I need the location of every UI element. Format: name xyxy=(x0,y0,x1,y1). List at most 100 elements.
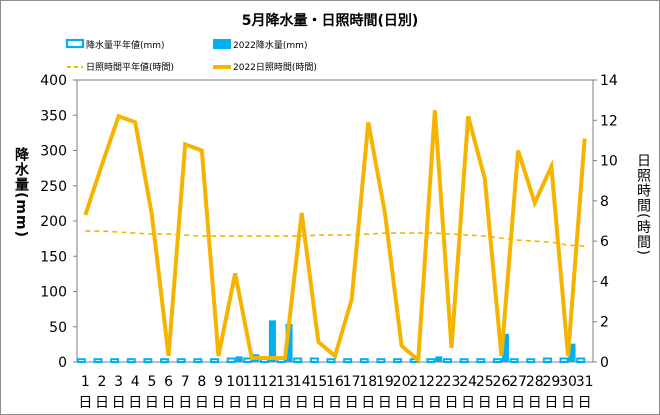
bar-normal-precip xyxy=(326,358,336,363)
bar-2022-precip xyxy=(268,320,276,362)
legend-label-2022-sunshine: 2022日照時間(時間) xyxy=(233,62,317,73)
x-tick-label: 3 xyxy=(114,374,123,390)
x-tick-label: 24 xyxy=(459,374,477,390)
x-tick-label: 6 xyxy=(164,374,173,390)
x-tick-sublabel: 日 xyxy=(578,395,592,411)
x-tick-label: 8 xyxy=(197,374,206,390)
bar-normal-precip xyxy=(492,358,502,363)
legend-label-2022-precip: 2022降水量(mm) xyxy=(233,39,307,51)
bar-normal-precip xyxy=(110,358,120,363)
y-tick-label-right: 8 xyxy=(600,194,609,210)
x-tick-label: 11 xyxy=(243,374,261,390)
x-tick-sublabel: 日 xyxy=(544,395,558,411)
x-tick-label: 26 xyxy=(493,374,511,390)
x-tick-label: 15 xyxy=(309,374,327,390)
x-tick-sublabel: 日 xyxy=(328,395,342,411)
x-tick-sublabel: 日 xyxy=(478,395,492,411)
bar-normal-precip xyxy=(443,358,453,363)
x-tick-sublabel: 日 xyxy=(395,395,409,411)
bar-normal-precip xyxy=(426,358,436,363)
legend-swatch-2022-precip xyxy=(213,39,231,49)
x-tick-sublabel: 日 xyxy=(128,395,142,411)
y-tick-label-left: 350 xyxy=(40,108,67,124)
x-tick-sublabel: 日 xyxy=(145,395,159,411)
bar-normal-precip xyxy=(559,357,569,364)
x-tick-sublabel: 日 xyxy=(195,395,209,411)
x-tick-label: 17 xyxy=(343,374,361,390)
x-tick-label: 16 xyxy=(326,374,344,390)
x-tick-sublabel: 日 xyxy=(345,395,359,411)
y-tick-label-left: 300 xyxy=(40,144,67,160)
bar-2022-precip xyxy=(568,343,576,362)
x-tick-label: 18 xyxy=(359,374,377,390)
x-tick-label: 20 xyxy=(393,374,411,390)
y-tick-label-right: 14 xyxy=(600,73,618,89)
bar-2022-precip xyxy=(285,323,293,362)
x-tick-label: 25 xyxy=(476,374,494,390)
bar-2022-precip xyxy=(501,333,509,362)
bar-normal-precip xyxy=(376,358,386,363)
x-tick-label: 23 xyxy=(443,374,461,390)
x-tick-label: 2 xyxy=(98,374,107,390)
x-tick-sublabel: 日 xyxy=(178,395,192,411)
bar-normal-precip xyxy=(459,358,469,363)
bar-normal-precip xyxy=(193,358,203,363)
x-tick-sublabel: 日 xyxy=(378,395,392,411)
x-tick-sublabel: 日 xyxy=(228,395,242,411)
y-tick-label-left: 250 xyxy=(40,179,67,195)
bar-normal-precip xyxy=(542,357,552,364)
x-tick-label: 12 xyxy=(260,374,278,390)
x-tick-label: 10 xyxy=(226,374,244,390)
x-tick-label: 4 xyxy=(131,374,140,390)
bar-normal-precip xyxy=(76,358,86,363)
y-tick-label-right: 2 xyxy=(600,315,609,331)
x-tick-label: 21 xyxy=(409,374,427,390)
x-tick-sublabel: 日 xyxy=(95,395,109,411)
y-tick-label-right: 0 xyxy=(600,355,609,371)
line-2022-sunshine xyxy=(83,110,587,365)
x-tick-sublabel: 日 xyxy=(78,395,92,411)
x-tick-label: 7 xyxy=(181,374,190,390)
bar-normal-precip xyxy=(393,358,403,363)
legend-swatch-normal-precip xyxy=(65,38,85,49)
x-tick-sublabel: 日 xyxy=(528,395,542,411)
x-tick-label: 31 xyxy=(576,374,594,390)
x-tick-label: 30 xyxy=(559,374,577,390)
bar-normal-precip xyxy=(509,358,519,363)
x-tick-sublabel: 日 xyxy=(245,395,259,411)
x-tick-sublabel: 日 xyxy=(278,395,292,411)
bar-2022-precip xyxy=(435,356,443,362)
bar-normal-precip xyxy=(176,358,186,363)
x-tick-sublabel: 日 xyxy=(428,395,442,411)
x-tick-sublabel: 日 xyxy=(211,395,225,411)
bar-normal-precip xyxy=(209,358,219,363)
bar-normal-precip xyxy=(143,358,153,363)
x-tick-sublabel: 日 xyxy=(311,395,325,411)
x-tick-sublabel: 日 xyxy=(112,395,126,411)
y-tick-label-right: 6 xyxy=(600,234,609,250)
x-tick-sublabel: 日 xyxy=(361,395,375,411)
bar-normal-precip xyxy=(359,358,369,363)
bar-normal-precip xyxy=(226,357,236,364)
chart-title: 5月降水量・日照時間(日別) xyxy=(242,12,419,29)
x-tick-sublabel: 日 xyxy=(445,395,459,411)
x-tick-sublabel: 日 xyxy=(461,395,475,411)
x-tick-label: 13 xyxy=(276,374,294,390)
y-axis-label-left: 降水量(mm) xyxy=(13,147,29,238)
legend-label-normal-precip: 降水量平年値(mm) xyxy=(86,39,165,51)
y-tick-label-left: 50 xyxy=(49,320,67,336)
x-tick-label: 28 xyxy=(526,374,544,390)
line-normal-sunshine xyxy=(85,230,585,247)
y-tick-label-left: 100 xyxy=(40,285,67,301)
x-tick-label: 22 xyxy=(426,374,444,390)
bar-normal-precip xyxy=(343,358,353,363)
x-tick-sublabel: 日 xyxy=(561,395,575,411)
y-axis-label-right: 日照時間(時間) xyxy=(635,153,651,256)
bar-normal-precip xyxy=(476,358,486,363)
x-tick-sublabel: 日 xyxy=(411,395,425,411)
x-tick-sublabel: 日 xyxy=(261,395,275,411)
legend-label-normal-sunshine: 日照時間平年値(時間) xyxy=(86,61,174,73)
legend: 降水量平年値(mm) 2022降水量(mm) 日照時間平年値(時間) 2022日… xyxy=(65,38,317,73)
x-tick-label: 9 xyxy=(214,374,223,390)
